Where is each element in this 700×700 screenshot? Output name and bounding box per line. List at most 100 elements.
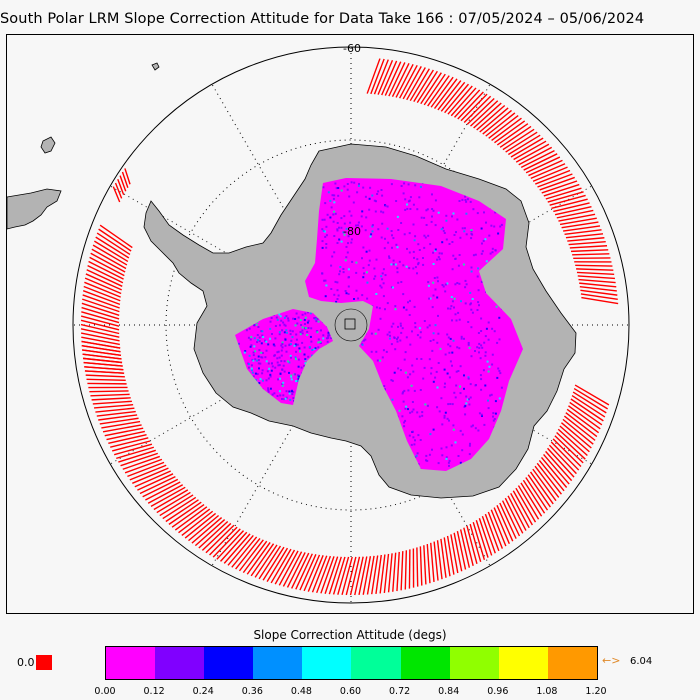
data-pixel bbox=[404, 407, 407, 410]
data-pixel bbox=[297, 358, 300, 361]
data-pixel bbox=[443, 386, 446, 389]
orbit-track-segment bbox=[457, 91, 484, 120]
data-pixel bbox=[484, 238, 487, 241]
colorbar-tick-label: 0.48 bbox=[290, 686, 312, 697]
orbit-track-segment bbox=[354, 556, 364, 596]
data-pixel bbox=[334, 280, 337, 283]
orbit-track-segment bbox=[392, 552, 397, 592]
data-pixel bbox=[355, 224, 357, 227]
data-pixel bbox=[395, 200, 398, 202]
data-pixel bbox=[327, 458, 330, 461]
data-pixel bbox=[384, 388, 386, 391]
data-pixel bbox=[365, 250, 368, 253]
orbit-track-segment bbox=[270, 548, 292, 584]
data-pixel bbox=[448, 243, 451, 245]
data-pixel bbox=[455, 231, 457, 234]
data-pixel bbox=[290, 356, 292, 359]
max-value-label: 6.04 bbox=[630, 656, 653, 667]
data-pixel bbox=[494, 211, 497, 214]
data-pixel bbox=[425, 224, 428, 226]
data-pixel bbox=[261, 356, 264, 359]
data-pixel bbox=[413, 256, 415, 259]
orbit-track-segment bbox=[219, 531, 248, 562]
data-pixel bbox=[282, 394, 285, 397]
data-pixel bbox=[451, 403, 454, 406]
data-pixel bbox=[330, 206, 333, 209]
data-pixel bbox=[267, 343, 270, 346]
data-pixel bbox=[282, 381, 285, 384]
data-pixel bbox=[356, 191, 359, 194]
data-pixel bbox=[499, 372, 502, 375]
data-pixel bbox=[454, 396, 457, 399]
data-pixel bbox=[404, 198, 407, 201]
data-pixel bbox=[344, 259, 347, 262]
data-pixel bbox=[284, 338, 287, 341]
data-pixel bbox=[480, 317, 483, 320]
orbit-track-segment bbox=[413, 69, 434, 103]
orbit-track-segment bbox=[92, 244, 128, 266]
data-pixel bbox=[294, 356, 297, 359]
data-pixel bbox=[444, 382, 446, 385]
data-pixel bbox=[382, 282, 385, 285]
data-pixel bbox=[447, 336, 450, 339]
data-pixel bbox=[408, 267, 411, 270]
data-pixel bbox=[252, 359, 255, 362]
orbit-track-segment bbox=[577, 275, 615, 280]
orbit-track-segment bbox=[549, 194, 586, 206]
data-pixel bbox=[482, 239, 485, 242]
data-pixel bbox=[479, 374, 482, 377]
data-pixel bbox=[475, 384, 477, 386]
data-pixel bbox=[259, 362, 262, 365]
orbit-track-segment bbox=[117, 179, 125, 196]
data-pixel bbox=[445, 446, 448, 449]
data-pixel bbox=[458, 282, 461, 285]
data-pixel bbox=[362, 246, 365, 249]
orbit-track-segment bbox=[85, 374, 125, 378]
data-pixel bbox=[338, 273, 341, 276]
orbit-track-segment bbox=[373, 59, 389, 95]
data-pixel bbox=[375, 200, 377, 203]
data-pixel bbox=[413, 239, 416, 242]
data-pixel bbox=[396, 246, 399, 249]
orbit-track-segment bbox=[80, 332, 120, 342]
data-pixel bbox=[482, 369, 485, 372]
data-pixel bbox=[436, 296, 439, 299]
data-pixel bbox=[491, 327, 494, 330]
data-pixel bbox=[467, 321, 470, 323]
data-pixel bbox=[456, 282, 459, 284]
data-pixel bbox=[491, 363, 494, 366]
data-pixel bbox=[401, 392, 404, 395]
data-pixel bbox=[261, 352, 264, 354]
data-pixel bbox=[480, 280, 483, 283]
orbit-track-segment bbox=[491, 117, 522, 142]
data-pixel bbox=[288, 371, 290, 374]
data-pixel bbox=[402, 306, 405, 309]
data-pixel bbox=[375, 350, 378, 353]
data-pixel bbox=[348, 195, 351, 198]
data-pixel bbox=[458, 254, 461, 256]
orbit-track-segment bbox=[473, 102, 502, 129]
data-pixel bbox=[447, 343, 450, 346]
orbit-track-segment bbox=[536, 462, 562, 495]
data-pixel bbox=[325, 284, 328, 287]
colorbar-cell bbox=[253, 647, 303, 679]
data-pixel bbox=[384, 274, 387, 277]
data-pixel bbox=[487, 407, 490, 410]
data-pixel bbox=[450, 305, 453, 308]
orbit-track-segment bbox=[324, 556, 339, 594]
data-pixel bbox=[452, 254, 455, 257]
data-pixel bbox=[294, 373, 297, 376]
orbit-track-segment bbox=[580, 289, 618, 296]
orbit-track-segment bbox=[81, 336, 120, 346]
data-coverage-main bbox=[305, 178, 523, 471]
data-pixel bbox=[295, 312, 298, 315]
data-pixel bbox=[342, 231, 345, 234]
orbit-track-segment bbox=[82, 353, 122, 360]
data-pixel bbox=[439, 347, 442, 350]
data-pixel bbox=[258, 340, 261, 343]
falkland-islands bbox=[40, 136, 56, 154]
data-pixel bbox=[407, 200, 410, 203]
data-pixel bbox=[455, 319, 458, 322]
data-pixel bbox=[256, 341, 259, 344]
data-pixel bbox=[395, 243, 398, 246]
